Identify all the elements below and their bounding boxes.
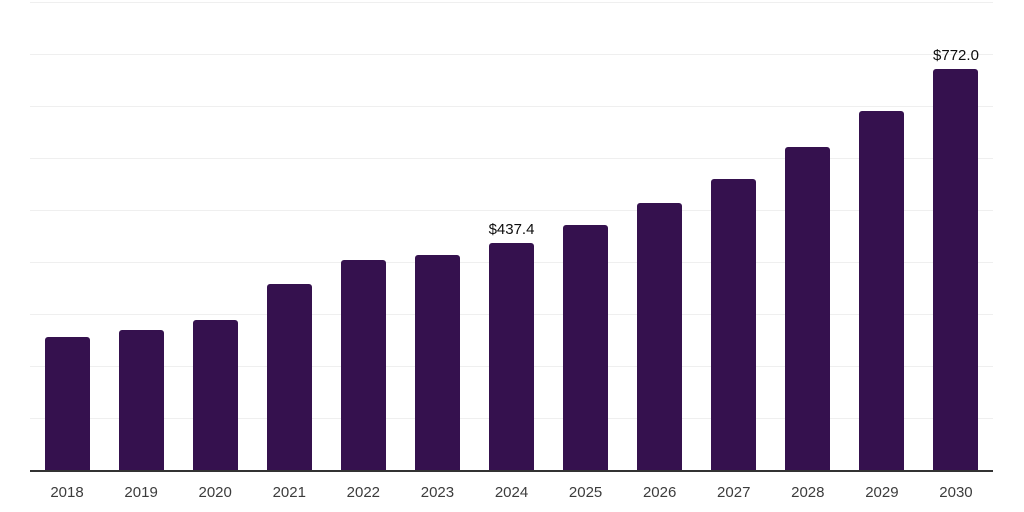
gridline-700	[30, 106, 993, 107]
x-tick-label-2030: 2030	[939, 484, 973, 501]
bar-slot-2025	[549, 0, 623, 470]
x-tick-label-2021: 2021	[272, 484, 306, 501]
bar-2027	[711, 178, 757, 470]
bar-2029	[859, 111, 905, 470]
bars-container: $437.4 $772.0	[30, 0, 993, 470]
bar-2019	[118, 329, 164, 470]
bar-slot-2027	[697, 0, 771, 470]
x-tick-label-2019: 2019	[124, 484, 158, 501]
bar-2021	[266, 283, 312, 470]
bar-2022	[340, 259, 386, 470]
x-axis-tick-labels: 2018 2019 2020 2021 2022 2023 2024 2025 2026 2027…	[30, 484, 993, 502]
x-tick-label-2027: 2027	[717, 484, 751, 501]
bar-2030	[933, 68, 979, 470]
plot-area: $437.4 $772.0	[30, 0, 993, 472]
bar-slot-2022	[326, 0, 400, 470]
bar-slot-2030: $772.0	[919, 0, 993, 470]
x-tick-label-2028: 2028	[791, 484, 825, 501]
bar-value-label-2030: $772.0	[933, 46, 979, 64]
bar-slot-2023	[400, 0, 474, 470]
bar-2026	[637, 202, 683, 470]
bar-value-label-2024: $437.4	[488, 220, 535, 238]
bar-2025	[563, 224, 609, 470]
x-tick-label-2024: 2024	[494, 484, 529, 501]
bar-slot-2024: $437.4	[474, 0, 548, 470]
bar-2023	[414, 254, 460, 470]
x-tick-label-2020: 2020	[198, 484, 232, 501]
bar-slot-2026	[623, 0, 697, 470]
gridline-800	[30, 54, 993, 55]
gridline-600	[30, 158, 993, 159]
x-tick-label-2026: 2026	[642, 484, 677, 501]
x-tick-label-2025: 2025	[568, 484, 603, 501]
x-tick-label-2022: 2022	[346, 484, 381, 501]
bar-slot-2018	[30, 0, 104, 470]
bar-slot-2021	[252, 0, 326, 470]
bar-2020	[192, 319, 238, 470]
bar-slot-2028	[771, 0, 845, 470]
x-tick-label-2023: 2023	[420, 484, 455, 501]
gridline-500	[30, 210, 993, 211]
bar-2028	[785, 147, 831, 470]
gridline-900	[30, 2, 993, 3]
bar-2018	[44, 336, 90, 470]
x-tick-label-2029: 2029	[865, 484, 899, 501]
bar-slot-2020	[178, 0, 252, 470]
bar-slot-2029	[845, 0, 919, 470]
bar-slot-2019	[104, 0, 178, 470]
x-tick-label-2018: 2018	[50, 484, 84, 501]
x-axis-line	[30, 470, 993, 472]
bar-2024	[489, 242, 534, 470]
